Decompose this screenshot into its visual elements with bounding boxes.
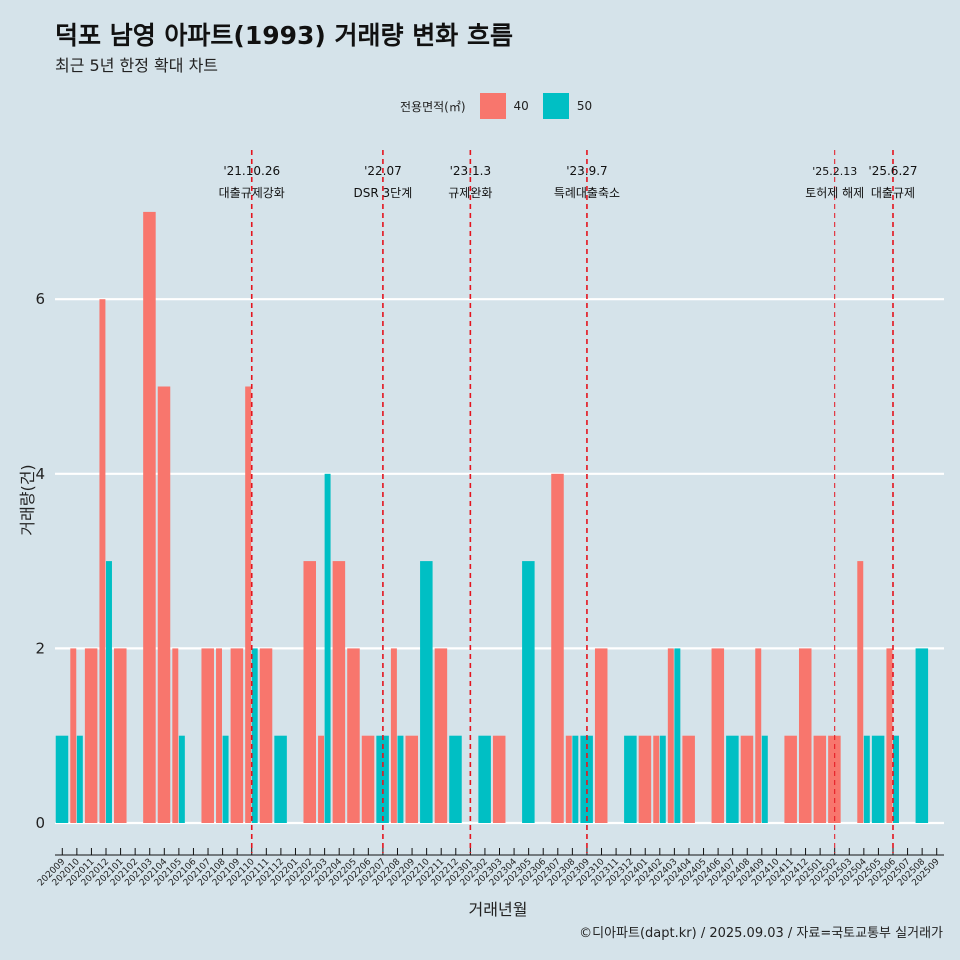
bar-40-202108 — [216, 648, 222, 823]
bar-40-202206 — [361, 735, 375, 823]
y-tick-label: 4 — [35, 465, 45, 483]
y-tick-label: 2 — [35, 639, 45, 657]
bar-50-202010 — [76, 735, 83, 823]
event-label: 대출규제강화 — [219, 186, 285, 200]
chart-title: 덕포 남영 아파트(1993) 거래량 변화 흐름 — [55, 21, 513, 50]
bar-50-202312 — [624, 735, 637, 823]
bar-50-202112 — [274, 735, 287, 823]
bar-50-202409 — [761, 735, 768, 823]
bar-40-202506 — [886, 648, 893, 823]
bar-40-202208 — [390, 648, 397, 823]
event-date: '22.07 — [364, 164, 402, 178]
bar-40-202401 — [638, 735, 652, 823]
bar-50-202210 — [420, 561, 433, 823]
bar-40-202502 — [828, 735, 841, 823]
event-date: '25.2.13 — [812, 165, 857, 178]
bar-50-202308 — [572, 735, 579, 823]
bar-40-202012 — [99, 299, 106, 823]
x-axis-label: 거래년월 — [469, 900, 528, 919]
event-label: DSR 3단계 — [354, 186, 413, 200]
bar-50-202009 — [55, 735, 69, 823]
legend-swatch-50 — [542, 93, 569, 119]
bar-40-202205 — [347, 648, 360, 823]
bar-40-202111 — [259, 648, 273, 823]
bar-50-202212 — [449, 735, 462, 823]
event-date: '25.6.27 — [868, 164, 917, 178]
event-label: 대출규제 — [871, 186, 915, 200]
bar-40-202104 — [157, 386, 171, 823]
bar-50-202505 — [871, 735, 885, 823]
legend-title: 전용면적(㎡) — [400, 99, 466, 114]
bar-40-202408 — [740, 735, 754, 823]
bar-40-202101 — [114, 648, 127, 823]
event-label: 규제완화 — [448, 186, 492, 200]
bar-40-202404 — [682, 735, 695, 823]
bar-50-202105 — [178, 735, 185, 823]
y-axis-label: 거래량(건) — [18, 464, 37, 535]
bar-40-202103 — [143, 211, 156, 823]
event-date: '23.9.7 — [566, 164, 607, 178]
source-caption: ©디아파트(dapt.kr) / 2025.09.03 / 자료=국토교통부 실… — [579, 926, 943, 941]
bar-40-202109 — [230, 648, 244, 823]
bar-40-202110 — [245, 386, 252, 823]
bar-50-202508 — [915, 648, 929, 823]
legend-item-40: 40 — [479, 93, 529, 119]
bar-40-202010 — [70, 648, 77, 823]
bar-40-202310 — [594, 648, 608, 823]
bar-40-202403 — [667, 648, 674, 823]
bar-40-202204 — [332, 561, 346, 823]
bar-50-202506 — [892, 735, 899, 823]
bar-40-202203 — [318, 735, 325, 823]
bar-50-202402 — [659, 735, 666, 823]
bar-40-202411 — [784, 735, 797, 823]
bar-50-202305 — [522, 561, 535, 823]
bar-50-202110 — [251, 648, 258, 823]
legend-label-40: 40 — [513, 99, 529, 113]
y-tick-label: 6 — [35, 290, 45, 308]
bar-50-202108 — [222, 735, 229, 823]
legend-item-50: 50 — [542, 93, 593, 119]
bar-50-202207 — [376, 735, 389, 823]
bar-40-202107 — [201, 648, 214, 823]
bar-40-202303 — [492, 735, 506, 823]
bar-40-202412 — [798, 648, 812, 823]
chart-subtitle: 최근 5년 한정 확대 차트 — [55, 56, 219, 75]
bar-40-202308 — [565, 735, 572, 823]
bar-50-202208 — [397, 735, 404, 823]
bar-50-202203 — [324, 473, 331, 823]
bar-50-202012 — [106, 561, 112, 823]
bar-40-202409 — [755, 648, 762, 823]
bar-40-202504 — [857, 561, 864, 823]
legend-label-50: 50 — [576, 99, 593, 113]
bar-40-202402 — [653, 735, 660, 823]
bar-50-202407 — [726, 735, 739, 823]
event-date: '21.10.26 — [223, 164, 280, 178]
legend-swatch-40 — [479, 93, 506, 119]
bar-40-202105 — [172, 648, 179, 823]
event-label: 토허제 해제 — [805, 186, 864, 200]
legend: 전용면적(㎡) 40 50 — [400, 93, 592, 119]
event-label: 특례대출축소 — [554, 186, 620, 200]
bar-50-202309 — [580, 735, 593, 823]
bar-40-202211 — [434, 648, 448, 823]
bar-40-202501 — [813, 735, 827, 823]
bar-40-202202 — [303, 561, 316, 823]
bar-40-202406 — [711, 648, 725, 823]
bar-40-202307 — [551, 473, 564, 823]
bar-40-202209 — [405, 735, 419, 823]
bar-50-202302 — [478, 735, 491, 823]
bar-40-202011 — [84, 648, 98, 823]
bar-50-202403 — [674, 648, 681, 823]
bar-50-202504 — [863, 735, 870, 823]
event-date: '23.1.3 — [450, 164, 491, 178]
y-tick-label: 0 — [35, 814, 45, 832]
